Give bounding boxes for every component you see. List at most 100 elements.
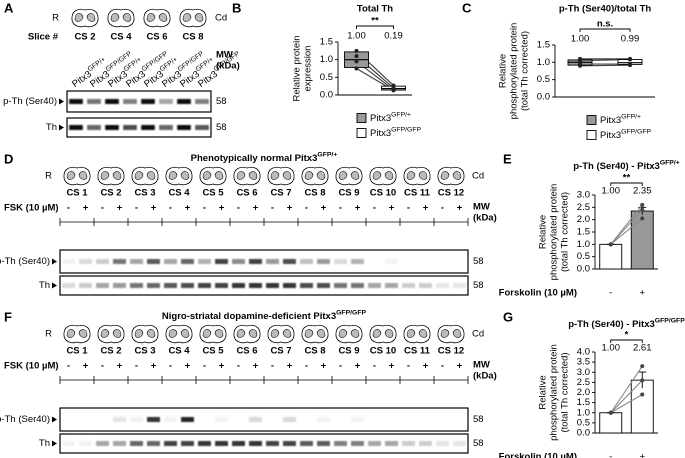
band — [147, 441, 160, 446]
band — [79, 417, 92, 422]
value-label: 1.00 — [347, 31, 366, 42]
chart-title: Total Th — [357, 4, 393, 15]
treatment-value: + — [423, 203, 429, 214]
slice-label: CS 3 — [134, 346, 155, 357]
panel-title: Nigro-striatal dopamine-deficient Pitx3G… — [162, 309, 367, 321]
x-axis-label: Forskolin (10 µM) — [499, 452, 577, 458]
brain-inner — [372, 171, 394, 180]
data-point — [608, 410, 613, 415]
band — [419, 441, 432, 446]
band — [385, 259, 398, 264]
band — [130, 441, 143, 446]
side-label: R — [52, 13, 59, 24]
slice-label: CS 8 — [304, 346, 325, 357]
band — [79, 441, 92, 446]
band — [317, 283, 330, 288]
data-point — [578, 58, 582, 63]
paired-line — [610, 365, 643, 414]
chart-title-base: p-Th (Ser40) - Pitx3 — [568, 319, 655, 330]
value-label: 2.35 — [633, 186, 652, 197]
paired-line — [610, 204, 643, 245]
treatment-value: + — [321, 361, 327, 372]
y-tick-label: 3.0 — [577, 190, 590, 201]
band — [266, 259, 279, 264]
treatment-value: + — [457, 203, 463, 214]
treatment-value: - — [305, 361, 308, 372]
band — [249, 417, 262, 422]
slice-label-title: Slice # — [28, 32, 59, 43]
band — [96, 259, 109, 264]
slice-label: CS 1 — [66, 188, 88, 199]
treatment-label: FSK (10 µM) — [4, 203, 59, 214]
brain-inner — [182, 13, 204, 22]
brain-inner — [134, 329, 156, 338]
slice-label: CS 7 — [270, 346, 291, 357]
y-axis-label: phosphorylated protein — [549, 184, 560, 281]
legend-label-sup: GFP/GFP — [391, 126, 421, 133]
band — [113, 259, 126, 264]
brain-inner — [372, 329, 394, 338]
band — [317, 259, 330, 264]
slice-label: CS 11 — [404, 346, 431, 357]
legend-label-base: Pitx3 — [600, 115, 621, 126]
slice-label: CS 2 — [74, 32, 95, 43]
treatment-value: + — [321, 203, 327, 214]
band — [232, 283, 245, 288]
band — [283, 441, 296, 446]
data-point — [354, 59, 359, 64]
mw-value: 58 — [473, 414, 484, 425]
row-arrow — [52, 258, 57, 265]
band — [317, 441, 330, 446]
band — [385, 441, 398, 446]
row-arrow — [59, 98, 64, 105]
treatment-value: + — [389, 203, 395, 214]
side-label: R — [45, 171, 52, 182]
data-point — [640, 207, 645, 212]
row-arrow — [52, 416, 57, 423]
treatment-value: + — [253, 203, 259, 214]
band — [419, 417, 432, 422]
legend-label-base: Pitx3 — [600, 130, 621, 141]
treatment-label: FSK (10 µM) — [4, 361, 59, 372]
band — [300, 417, 313, 422]
brain-inner — [134, 171, 156, 180]
side-label: Cd — [472, 171, 484, 182]
band — [266, 417, 279, 422]
band — [249, 283, 262, 288]
brain-inner — [110, 13, 132, 22]
band — [283, 283, 296, 288]
panel-title: Phenotypically normal Pitx3GFP/+ — [191, 151, 338, 163]
band — [215, 259, 228, 264]
data-point — [391, 88, 396, 93]
band — [402, 259, 415, 264]
treatment-value: - — [305, 203, 308, 214]
band — [113, 283, 126, 288]
y-tick-label: 1.5 — [537, 40, 550, 51]
band — [300, 441, 313, 446]
brain-inner — [100, 329, 122, 338]
legend-label-base: Pitx3 — [370, 113, 391, 124]
chart-title: p-Th (Ser40) - Pitx3GFP/+ — [573, 159, 680, 171]
y-tick-label: 4.0 — [577, 347, 590, 358]
band — [300, 283, 313, 288]
band — [351, 417, 364, 422]
legend-label: Pitx3GFP/+ — [370, 111, 411, 123]
band — [159, 125, 173, 130]
y-axis-label: (total Th corrected) — [560, 192, 571, 272]
band — [147, 283, 160, 288]
treatment-value: + — [219, 203, 225, 214]
treatment-value: - — [237, 361, 240, 372]
treatment-value: + — [287, 203, 293, 214]
brain-inner — [338, 329, 360, 338]
value-label: 0.19 — [384, 31, 403, 42]
row-arrow — [52, 440, 57, 447]
band — [79, 259, 92, 264]
significance-label: ** — [623, 173, 631, 184]
band — [232, 417, 245, 422]
y-axis-label: Relative — [538, 215, 549, 249]
row-label: p-Th (Ser40) — [0, 414, 50, 425]
y-axis-label: (total Th corrected) — [560, 352, 571, 432]
band — [147, 417, 160, 422]
x-axis-label: Forskolin (10 µM) — [499, 288, 577, 299]
band — [141, 99, 155, 104]
